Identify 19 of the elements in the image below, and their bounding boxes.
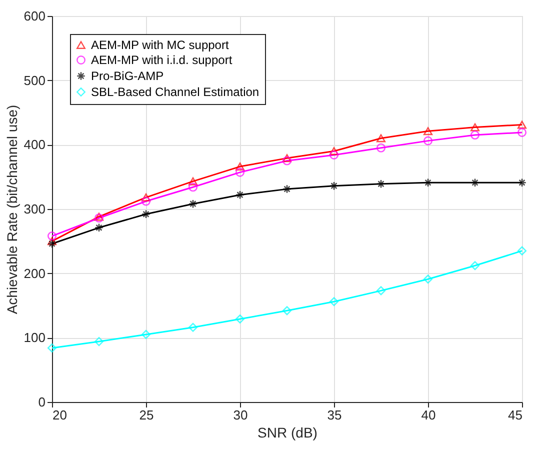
x-tick-label: 40 [421,408,436,422]
x-tick-label: 45 [508,408,522,422]
y-tick-label: 100 [24,330,46,346]
legend-label: SBL-Based Channel Estimation [91,85,260,99]
y-tick-label: 200 [24,266,46,281]
legend-label: AEM-MP with i.i.d. support [91,53,233,67]
x-tick-label: 35 [327,408,342,422]
legend-label: AEM-MP with MC support [91,38,230,52]
x-tick-label: 25 [139,408,154,422]
y-tick-label: 300 [24,202,46,216]
y-axis-title: Achievable Rate (bit/channel use) [4,104,20,314]
x-tick-label: 30 [233,408,248,422]
y-tick-label: 0 [38,394,46,410]
x-axis-title: SNR (dB) [258,424,318,440]
y-tick-label: 600 [24,8,46,24]
x-tick-label: 20 [52,408,67,422]
y-tick-label: 400 [24,137,46,152]
y-tick-label: 500 [24,72,46,88]
legend-label: Pro-BiG-AMP [91,69,164,83]
